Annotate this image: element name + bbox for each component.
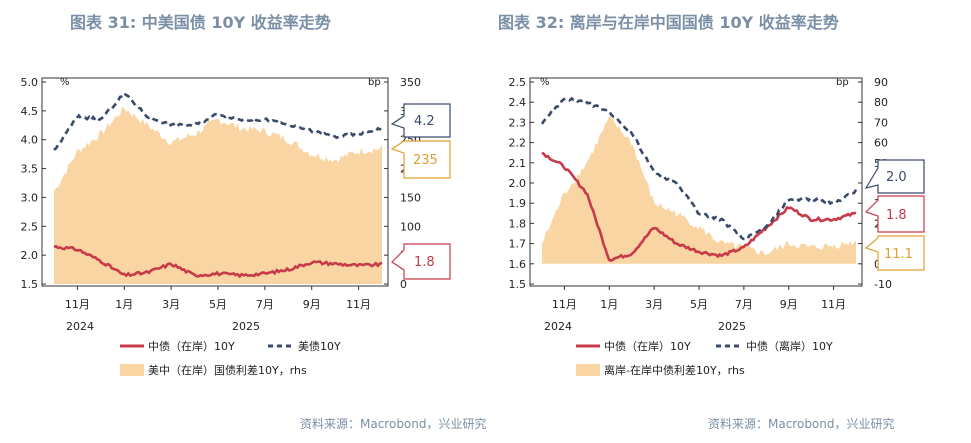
x-tick-label: 3月 (645, 298, 663, 311)
chart-32-x-ticks: 11月 1月 3月 5月 7月 9月 11月 (552, 286, 846, 311)
chart-31-left-ticks: 5.0 4.5 4.0 3.5 3.0 2.5 2.0 1.5 (21, 76, 46, 291)
chart-31-legend-3: 美中（在岸）国债利差10Y，rhs (148, 363, 307, 377)
chart-32-callout-onshore: 1.8 (886, 208, 907, 223)
chart-32-callout-box-1 (864, 159, 925, 194)
right-tick-label: 150 (400, 191, 421, 204)
chart-32-legend-2: 中债（离岸）10Y (746, 339, 833, 353)
chart-31-callout-box-2 (390, 140, 451, 179)
line-series-1-1 (540, 96, 858, 241)
left-tick-label: 5.0 (21, 76, 39, 89)
x-tick-label: 11月 (65, 298, 90, 311)
chart-31-year-2025: 2025 (232, 320, 260, 333)
chart-32-callouts: 2.0 1.8 11.1 (864, 159, 925, 271)
x-tick-label: 9月 (303, 298, 321, 311)
chart-32-callout-offshore: 2.0 (886, 170, 907, 185)
chart-32-area-series (542, 116, 856, 264)
left-tick-label: 4.5 (21, 105, 39, 118)
chart-31-area-series (54, 106, 382, 284)
left-tick-label: 3.5 (21, 163, 39, 176)
chart-31-right-unit: bp (368, 77, 381, 88)
chart-32-callout-box-3 (864, 235, 925, 271)
chart-31-legend: 中债（在岸）10Y 美债10Y 美中（在岸）国债利差10Y，rhs (120, 339, 341, 377)
chart-32-year-2025: 2025 (718, 320, 746, 333)
left-tick-label: 2.0 (21, 249, 39, 262)
chart-31-line-series (53, 91, 383, 279)
chart-32-right-unit: bp (836, 77, 849, 88)
left-tick-label: 3.0 (21, 191, 39, 204)
x-tick-label: 1月 (115, 298, 133, 311)
line-series-0-1 (53, 91, 383, 151)
left-tick-label: 1.5 (21, 278, 39, 291)
right-tick-label: 60 (874, 137, 888, 150)
x-tick-label: 5月 (690, 298, 708, 311)
chart-32-title: 图表 32: 离岸与在岸中国国债 10Y 收益率走势 (498, 13, 839, 32)
line-series-1-0 (541, 151, 857, 263)
chart-31-callouts: 4.2 235 1.8 (390, 103, 451, 280)
x-tick-label: 3月 (162, 298, 180, 311)
chart-32-legend-1: 中债（在岸）10Y (604, 339, 691, 353)
left-tick-label: 1.6 (509, 258, 527, 271)
left-tick-label: 2.4 (509, 96, 527, 109)
chart-32-line-series (540, 96, 858, 263)
x-tick-label: 1月 (600, 298, 618, 311)
chart-31-legend-swatch-3 (120, 364, 144, 376)
chart-31-legend-2: 美债10Y (298, 339, 341, 353)
chart-31-x-ticks: 11月 1月 3月 5月 7月 9月 11月 (65, 286, 371, 311)
chart-31-callout-cn: 1.8 (414, 255, 435, 270)
x-tick-label: 9月 (780, 298, 798, 311)
left-tick-label: 2.2 (509, 137, 527, 150)
left-tick-label: 2.5 (509, 76, 527, 89)
right-tick-label: 0 (400, 278, 407, 291)
line-series-0-0 (53, 245, 383, 279)
chart-32-source: 资料来源：Macrobond，兴业研究 (708, 416, 895, 431)
chart-31-left-unit: % (60, 77, 70, 88)
chart-31-legend-1: 中债（在岸）10Y (148, 339, 235, 353)
right-tick-label: 90 (874, 76, 888, 89)
chart-32-year-2024: 2024 (544, 320, 572, 333)
chart-31-frame (41, 77, 389, 287)
chart-32-legend: 中债（在岸）10Y 中债（离岸）10Y 离岸-在岸中债利差10Y，rhs (576, 339, 833, 377)
left-tick-label: 2.5 (21, 220, 39, 233)
left-tick-label: 2.3 (509, 116, 527, 129)
right-tick-label: 70 (874, 116, 888, 129)
left-tick-label: 1.8 (509, 217, 527, 230)
left-tick-label: 1.5 (509, 278, 527, 291)
left-tick-label: 4.0 (21, 134, 39, 147)
right-tick-label: 350 (400, 76, 421, 89)
chart-31-source: 资料来源：Macrobond，兴业研究 (300, 416, 487, 431)
chart-31-callout-box-3 (391, 243, 451, 280)
chart-31-year-2024: 2024 (66, 320, 94, 333)
chart-31-callout-us: 4.2 (414, 114, 435, 129)
left-tick-label: 1.9 (509, 197, 527, 210)
right-tick-label: -10 (874, 278, 892, 291)
x-tick-label: 7月 (735, 298, 753, 311)
chart-31: 图表 31: 中美国债 10Y 收益率走势 % bp 5.0 4.5 4.0 3.5 3… (21, 13, 487, 431)
chart-32: 图表 32: 离岸与在岸中国国债 10Y 收益率走势 % bp 2.52.42.… (498, 13, 925, 431)
chart-32-left-unit: % (540, 77, 550, 88)
right-tick-label: 80 (874, 96, 888, 109)
chart-32-left-ticks: 2.5 2.4 2.3 2.2 2.1 2.0 1.9 1.8 1.7 1.6 1.5 (509, 76, 534, 291)
chart-31-callout-spread: 235 (413, 153, 438, 168)
area-1 (542, 116, 856, 264)
chart-32-legend-swatch-3 (576, 364, 600, 376)
left-tick-label: 1.7 (509, 238, 527, 251)
chart-32-callout-spread: 11.1 (884, 247, 913, 262)
chart-32-callout-box-2 (864, 195, 925, 233)
chart-32-legend-3: 离岸-在岸中债利差10Y，rhs (604, 363, 745, 377)
x-tick-label: 11月 (821, 298, 846, 311)
left-tick-label: 2.0 (509, 177, 527, 190)
right-tick-label: 100 (400, 220, 421, 233)
x-tick-label: 11月 (346, 298, 371, 311)
chart-31-title: 图表 31: 中美国债 10Y 收益率走势 (70, 13, 331, 32)
chart-32-frame (529, 77, 863, 287)
chart-31-callout-box-1 (390, 103, 451, 138)
area-0 (54, 106, 382, 284)
left-tick-label: 2.1 (509, 157, 527, 170)
x-tick-label: 11月 (552, 298, 577, 311)
x-tick-label: 7月 (256, 298, 274, 311)
x-tick-label: 5月 (209, 298, 227, 311)
